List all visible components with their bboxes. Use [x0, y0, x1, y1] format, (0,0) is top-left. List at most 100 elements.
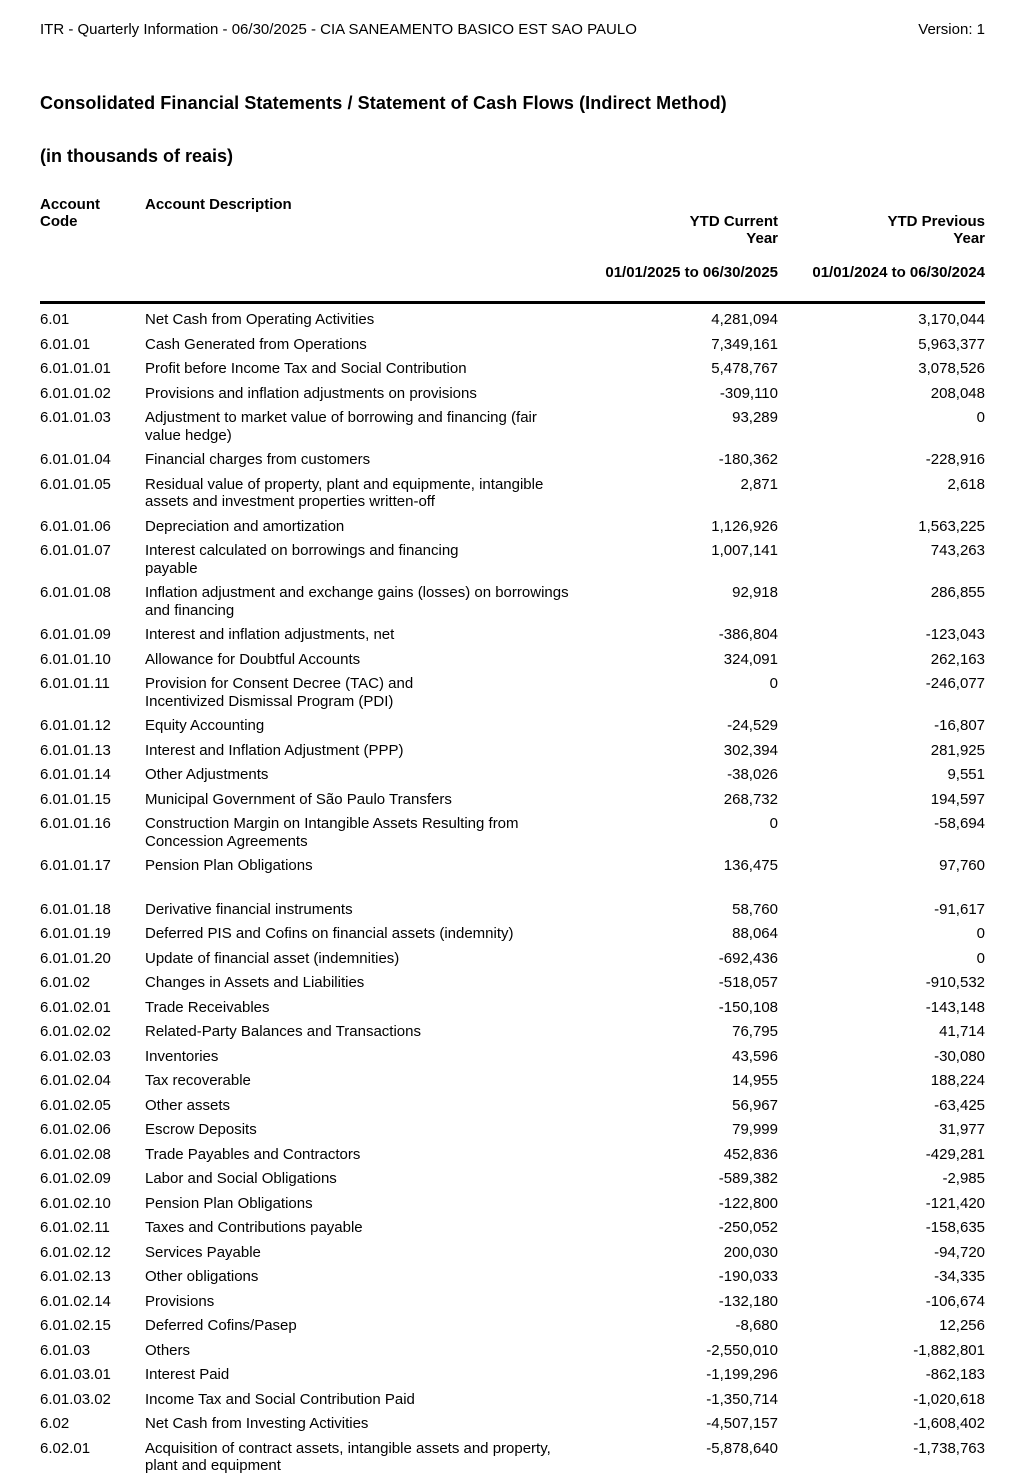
table-body: 6.01 Net Cash from Operating Activities 4,…: [40, 304, 985, 1475]
account-description: Related-Party Balances and Transactions: [145, 1023, 421, 1040]
account-description: Residual value of property, plant and eq…: [145, 475, 544, 511]
account-code: 6.01.02.02: [40, 1023, 111, 1040]
account-code: 6.01.02.06: [40, 1121, 111, 1138]
table-row: 6.01.02.13 Other obligations -190,033 -34,3…: [40, 1261, 985, 1286]
table-row: 6.01.01.09 Interest and inflation adjustm…: [40, 619, 985, 644]
table-row: 6.01 Net Cash from Operating Activities 4,…: [40, 304, 985, 329]
ytd-previous-value: 31,977: [939, 1121, 985, 1138]
account-description: Allowance for Doubtful Accounts: [145, 650, 361, 668]
ytd-current-value: 0: [769, 815, 778, 832]
table-row: 6.01.01.03 Adjustment to market value of …: [40, 402, 985, 444]
ytd-current-value: 1,007,141: [711, 542, 778, 559]
table-row: 6.01.02.02 Related-Party Balances and Tra…: [40, 1016, 985, 1041]
account-description: Deferred Cofins/Pasep: [145, 1317, 297, 1334]
ytd-previous-value: 743,263: [930, 542, 985, 559]
account-code: 6.01.03.01: [40, 1366, 111, 1383]
ytd-previous-value: -158,635: [925, 1219, 985, 1236]
table-row: 6.01.02.09 Labor and Social Obligations -5…: [40, 1163, 985, 1188]
account-code: 6.01.01.07: [40, 542, 111, 559]
account-description: Adjustment to market value of borrowing …: [145, 409, 537, 444]
ytd-previous-value: -94,720: [934, 1243, 985, 1261]
ytd-previous-value: 12,256: [939, 1317, 985, 1334]
account-description: Construction Margin on Intangible Assets…: [145, 815, 519, 850]
account-code: 6.01: [40, 311, 70, 328]
table-row: 6.02.01 Acquisition of contract assets, i…: [40, 1433, 985, 1475]
ytd-current-value: 79,999: [732, 1121, 778, 1138]
account-code: 6.01.02.01: [40, 998, 111, 1016]
table-row: 6.01.01.05 Residual value of property, pl…: [40, 469, 985, 511]
ytd-current-value: -190,033: [718, 1268, 778, 1285]
document-header: ITR - Quarterly Information - 06/30/2025…: [40, 21, 985, 39]
account-description: Income Tax and Social Contribution Paid: [145, 1390, 415, 1408]
account-description: Interest and Inflation Adjustment (PPP): [145, 741, 404, 759]
table-row: 6.01.02 Changes in Assets and Liabilities…: [40, 967, 985, 992]
table-row: 6.01.02.03 Inventories 43,596 -30,080: [40, 1041, 985, 1066]
document-header-title: ITR - Quarterly Information - 06/30/2025…: [40, 21, 637, 38]
ytd-previous-value: 1,563,225: [918, 517, 985, 535]
table-row: 6.01.02.10 Pension Plan Obligations -122,8…: [40, 1188, 985, 1213]
account-description: Update of financial asset (indemnities): [145, 949, 400, 967]
ytd-current-value: 4,281,094: [711, 311, 778, 328]
table-row: 6.01.01.11 Provision for Consent Decree (…: [40, 668, 985, 710]
ytd-current-value: 93,289: [732, 409, 778, 426]
table-row: 6.01.01 Cash Generated from Operations 7,3…: [40, 329, 985, 354]
table-row: 6.01.02.01 Trade Receivables -150,108 -143,…: [40, 992, 985, 1017]
account-code: 6.01.02.12: [40, 1243, 111, 1261]
ytd-previous-value: -63,425: [934, 1096, 985, 1114]
account-code: 6.01.03.02: [40, 1390, 111, 1408]
ytd-previous-value: 41,714: [939, 1023, 985, 1040]
ytd-current-value: -1,350,714: [706, 1390, 778, 1408]
ytd-current-value: -692,436: [718, 949, 778, 967]
account-code: 6.01.03: [40, 1341, 91, 1359]
ytd-current-value: -8,680: [735, 1317, 778, 1334]
ytd-previous-value: 5,963,377: [918, 335, 985, 353]
account-code: 6.01.02.04: [40, 1072, 111, 1089]
ytd-current-value: -518,057: [718, 974, 778, 991]
table-row: 6.01.01.07 Interest calculated on borrowi…: [40, 535, 985, 577]
table-row: 6.01.01.04 Financial charges from custome…: [40, 444, 985, 469]
ytd-previous-value: -246,077: [925, 675, 985, 692]
ytd-current-value: 452,836: [723, 1145, 778, 1163]
account-description: Cash Generated from Operations: [145, 335, 367, 353]
account-description: Derivative financial instruments: [145, 900, 353, 918]
ytd-previous-value: 97,760: [939, 857, 985, 874]
account-code: 6.01.01.08: [40, 584, 111, 601]
account-description: Provision for Consent Decree (TAC) and I…: [145, 675, 414, 710]
ytd-current-value: -24,529: [727, 717, 778, 734]
account-description: Interest and inflation adjustments, net: [145, 626, 395, 643]
table-row: 6.01.01.20 Update of financial asset (ind…: [40, 943, 985, 968]
ytd-previous-value: 0: [976, 409, 985, 426]
account-code: 6.01.01.20: [40, 949, 111, 967]
ytd-previous-value: 286,855: [930, 584, 985, 601]
account-code: 6.01.01.12: [40, 717, 111, 734]
table-row: 6.01.01.14 Other Adjustments -38,026 9,551: [40, 759, 985, 784]
ytd-current-value: 56,967: [732, 1096, 778, 1114]
table-row: 6.01.01.17 Pension Plan Obligations 136,47…: [40, 850, 985, 875]
ytd-previous-value: 281,925: [930, 741, 985, 759]
table-row: 6.01.02.06 Escrow Deposits 79,999 31,977: [40, 1114, 985, 1139]
ytd-previous-value: -30,080: [934, 1047, 985, 1065]
table-row: 6.01.01.13 Interest and Inflation Adjustm…: [40, 735, 985, 760]
ytd-previous-value: -143,148: [925, 998, 985, 1016]
account-description: Others: [145, 1341, 191, 1359]
account-code: 6.01.01.09: [40, 626, 111, 643]
table-row: 6.01.02.04 Tax recoverable 14,955 188,224: [40, 1065, 985, 1090]
account-description: Municipal Government of São Paulo Transf…: [145, 790, 452, 808]
ytd-current-value: 2,871: [740, 475, 778, 493]
ytd-current-value: 76,795: [732, 1023, 778, 1040]
account-code: 6.01.02.05: [40, 1096, 111, 1114]
account-description: Trade Receivables: [145, 998, 270, 1016]
account-description: Other Adjustments: [145, 766, 269, 783]
account-description: Tax recoverable: [145, 1072, 251, 1089]
account-code: 6.01.01.19: [40, 925, 111, 942]
account-code: 6.01.01.01: [40, 360, 111, 377]
ytd-current-value: 200,030: [723, 1243, 778, 1261]
ytd-current-value: 1,126,926: [711, 517, 778, 535]
ytd-current-value: -150,108: [718, 998, 778, 1016]
column-header-ytd-previous: YTD Previous Year 01/01/2024 to 06/30/20…: [778, 196, 985, 298]
account-code: 6.01.02.03: [40, 1047, 111, 1065]
ytd-previous-value: 0: [976, 925, 985, 942]
ytd-current-value: -122,800: [718, 1194, 778, 1212]
account-description: Other assets: [145, 1096, 231, 1114]
